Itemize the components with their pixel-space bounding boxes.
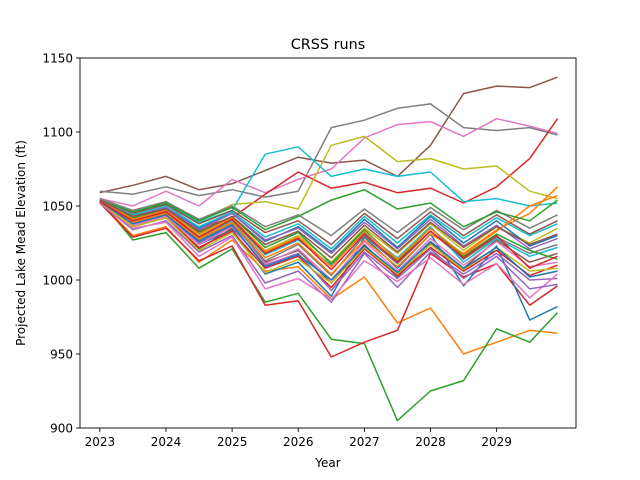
series-line-11 — [99, 202, 558, 303]
x-tick-label: 2023 — [85, 435, 116, 449]
series-line-13 — [99, 202, 558, 300]
x-tick-label: 2026 — [283, 435, 314, 449]
y-tick-label: 1100 — [42, 125, 73, 139]
y-tick-label: 1050 — [42, 199, 73, 213]
x-tick-label: 2025 — [217, 435, 248, 449]
y-tick-label: 1150 — [42, 51, 73, 65]
series-line-31 — [99, 199, 558, 255]
y-axis-label: Projected Lake Mead Elevation (ft) — [14, 140, 28, 346]
x-axis-label: Year — [314, 456, 340, 470]
x-tick-label: 2027 — [349, 435, 380, 449]
series-line-28 — [99, 194, 558, 268]
series-line-32 — [99, 199, 558, 259]
series-line-26 — [99, 199, 558, 250]
y-axis: 900 950 1000 1050 1100 1150 — [42, 51, 80, 435]
axes-frame — [79, 57, 577, 429]
y-tick-label: 900 — [50, 421, 73, 435]
series-line-29 — [99, 188, 558, 231]
series-line-27 — [99, 200, 558, 281]
series-line-5 — [99, 135, 558, 222]
series-line-2 — [99, 103, 558, 198]
series-line-22 — [99, 199, 558, 246]
x-tick-label: 2028 — [415, 435, 446, 449]
series-line-9 — [99, 202, 558, 358]
series-line-8 — [99, 199, 559, 422]
x-axis: 2023 2024 2025 2026 2027 2028 2029 — [85, 428, 512, 449]
chart-title: CRSS runs — [291, 37, 366, 53]
x-tick-label: 2024 — [151, 435, 182, 449]
y-tick-label: 950 — [50, 347, 73, 361]
series-line-3 — [99, 117, 558, 207]
series-line-18 — [99, 186, 559, 275]
x-tick-label: 2029 — [481, 435, 512, 449]
series-lines — [99, 76, 559, 422]
y-tick-label: 1000 — [42, 273, 73, 287]
series-line-1 — [99, 76, 558, 194]
series-line-30 — [99, 200, 558, 271]
